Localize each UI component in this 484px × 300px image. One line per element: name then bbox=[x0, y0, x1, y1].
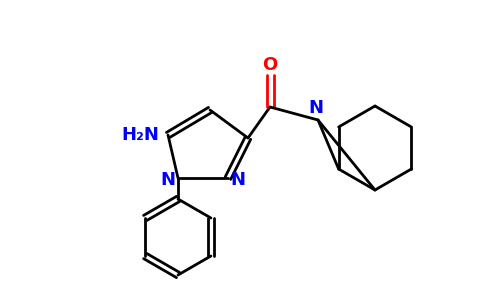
Text: N: N bbox=[308, 99, 323, 117]
Text: H₂N: H₂N bbox=[121, 126, 159, 144]
Text: O: O bbox=[262, 56, 278, 74]
Text: N: N bbox=[230, 171, 245, 189]
Text: N: N bbox=[161, 171, 176, 189]
